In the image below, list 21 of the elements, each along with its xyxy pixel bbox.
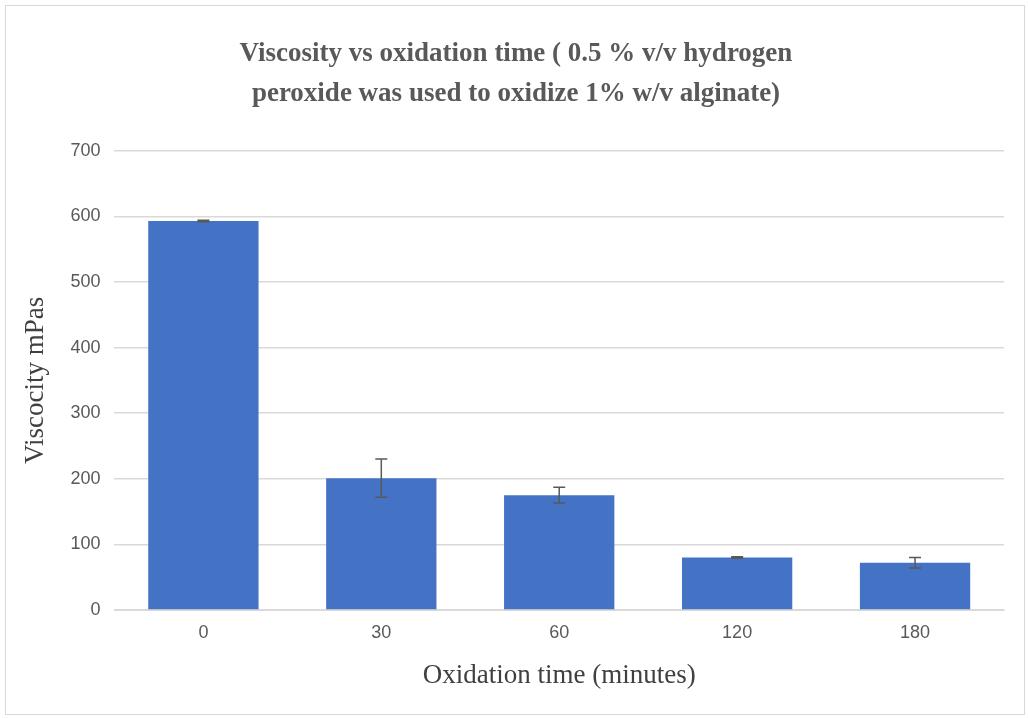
x-tick-label: 120 (722, 621, 753, 642)
bar (681, 557, 793, 610)
x-tick-label: 30 (371, 621, 392, 642)
y-tick-label: 600 (70, 205, 101, 226)
x-tick-label: 0 (198, 621, 209, 642)
y-tick-label: 700 (70, 139, 101, 160)
bar (148, 220, 259, 610)
bar (326, 478, 437, 610)
x-tick-label: 60 (549, 621, 570, 642)
y-axis-title: Viscocity mPas (19, 296, 50, 464)
chart-title: Viscosity vs oxidation time ( 0.5 % v/v hydrogen peroxide was used to oxidize 1% w/v alginate) (238, 36, 794, 109)
y-tick-label: 200 (70, 467, 101, 488)
bar (504, 495, 615, 610)
y-tick-label: 100 (70, 533, 101, 554)
y-tick-label: 300 (70, 402, 101, 423)
bar (859, 562, 971, 610)
y-tick-label: 0 (90, 598, 101, 619)
x-axis-title: Oxidation time (minutes) (422, 658, 696, 689)
y-tick-label: 400 (70, 336, 101, 357)
y-tick-label: 500 (70, 270, 101, 291)
x-tick-label: 180 (900, 621, 931, 642)
